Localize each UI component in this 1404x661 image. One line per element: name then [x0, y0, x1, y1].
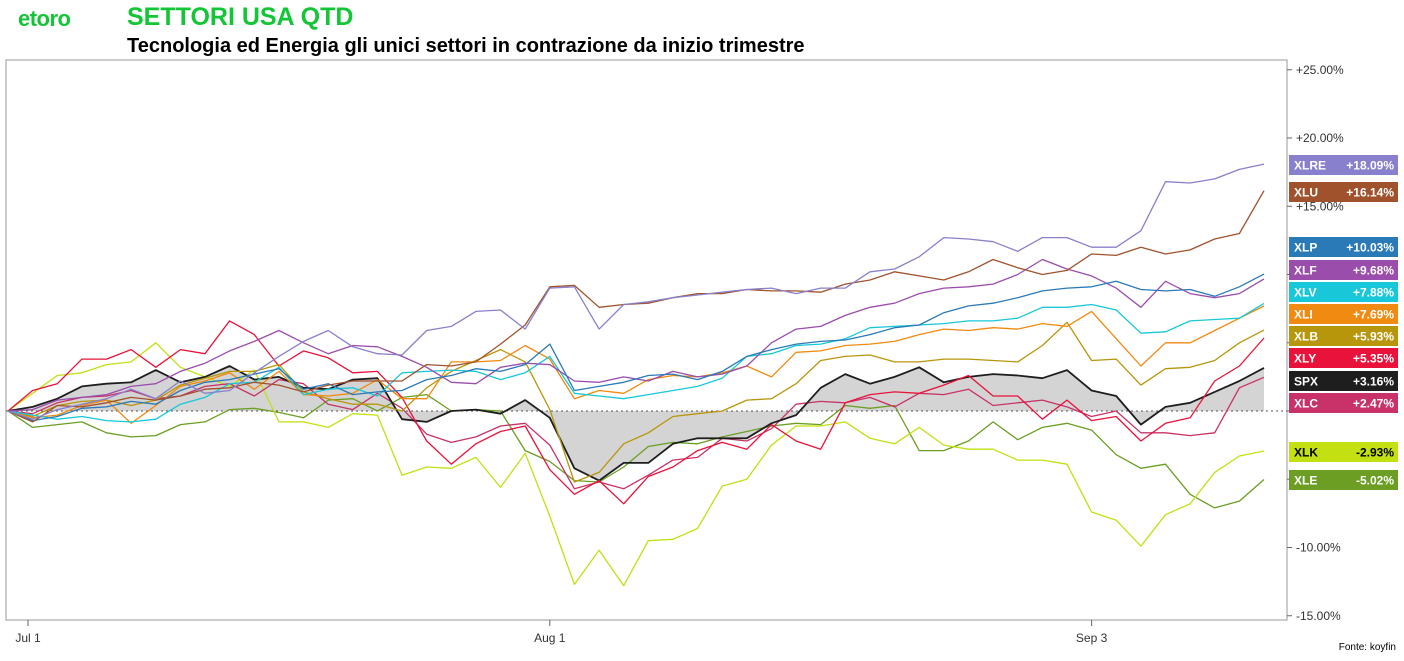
series-line-xlc — [7, 376, 1265, 490]
series-line-xlv — [7, 302, 1265, 423]
value-tag-bg — [1289, 304, 1398, 324]
value-tag-label: +16.14% — [1346, 186, 1394, 200]
series-line-xly — [7, 320, 1265, 505]
value-tag-xli: XLI +7.69% — [1289, 304, 1398, 324]
value-tag-label: +7.88% — [1353, 286, 1394, 300]
series-line-xlre — [7, 163, 1265, 420]
x-tick-label: Aug 1 — [534, 631, 566, 645]
series-line-xle — [7, 393, 1265, 509]
value-tag-name: XLK — [1294, 446, 1318, 460]
series-line-xlk — [7, 342, 1265, 587]
chart-title: SETTORI USA QTD — [127, 3, 354, 31]
value-tag-name: XLE — [1294, 474, 1317, 488]
value-tag-label: -2.93% — [1356, 446, 1394, 460]
value-tag-xle: XLE -5.02% — [1289, 470, 1398, 490]
y-tick-label: -15.00% — [1296, 609, 1341, 623]
value-tag-name: XLP — [1294, 241, 1317, 255]
value-tag-bg — [1289, 182, 1398, 202]
x-tick-label: Jul 1 — [15, 631, 41, 645]
value-tag-xlre: XLRE +18.09% — [1289, 155, 1398, 175]
value-tag-label: +9.68% — [1353, 264, 1394, 278]
y-tick-label: +20.00% — [1296, 131, 1344, 145]
value-tag-name: XLC — [1294, 397, 1318, 411]
value-tag-bg — [1289, 393, 1398, 413]
y-tick-label: +25.00% — [1296, 63, 1344, 77]
value-tag-bg — [1289, 237, 1398, 257]
value-tag-xlk: XLK -2.93% — [1289, 442, 1398, 462]
value-tag-label: +2.47% — [1353, 397, 1394, 411]
value-tag-label: +18.09% — [1346, 159, 1394, 173]
value-tag-xlu: XLU +16.14% — [1289, 182, 1398, 202]
series-line-xlb — [7, 321, 1265, 483]
value-tag-name: XLRE — [1294, 159, 1326, 173]
value-tag-label: +5.93% — [1353, 330, 1394, 344]
value-tag-name: XLF — [1294, 264, 1317, 278]
source-note: Fonte: koyfin — [1338, 642, 1396, 653]
etoro-logo: etoro — [18, 6, 71, 31]
value-tag-bg — [1289, 155, 1398, 175]
value-tag-name: XLV — [1294, 286, 1316, 300]
value-tag-label: +3.16% — [1353, 375, 1394, 389]
value-tag-name: SPX — [1294, 375, 1318, 389]
value-tag-xlv: XLV +7.88% — [1289, 282, 1398, 302]
value-tag-name: XLB — [1294, 330, 1318, 344]
series-line-xli — [7, 305, 1265, 424]
x-tick-label: Sep 3 — [1076, 631, 1108, 645]
value-tag-spx: SPX +3.16% — [1289, 371, 1398, 391]
value-tag-bg — [1289, 442, 1398, 462]
value-tag-xlb: XLB +5.93% — [1289, 326, 1398, 346]
value-tag-bg — [1289, 348, 1398, 368]
value-tag-xlf: XLF +9.68% — [1289, 260, 1398, 280]
value-tag-label: -5.02% — [1356, 474, 1394, 488]
value-tag-label: +5.35% — [1353, 352, 1394, 366]
value-tag-label: +10.03% — [1346, 241, 1394, 255]
series-line-spx — [7, 365, 1265, 482]
value-tag-bg — [1289, 326, 1398, 346]
series-line-xlp — [7, 273, 1265, 422]
value-tag-xly: XLY +5.35% — [1289, 348, 1398, 368]
value-tag-bg — [1289, 371, 1398, 391]
value-tag-bg — [1289, 282, 1398, 302]
value-tag-name: XLY — [1294, 352, 1316, 366]
value-tag-xlc: XLC +2.47% — [1289, 393, 1398, 413]
value-tag-bg — [1289, 470, 1398, 490]
value-tag-xlp: XLP +10.03% — [1289, 237, 1398, 257]
value-tag-name: XLI — [1294, 308, 1313, 322]
y-tick-label: +15.00% — [1296, 199, 1344, 213]
y-tick-label: -10.00% — [1296, 541, 1341, 555]
chart-subtitle: Tecnologia ed Energia gli unici settori … — [127, 35, 805, 57]
value-tag-label: +7.69% — [1353, 308, 1394, 322]
value-tag-name: XLU — [1294, 186, 1318, 200]
plot-area — [5, 59, 1288, 621]
series-line-xlu — [7, 190, 1265, 423]
spx-area-fill — [8, 366, 1264, 481]
value-tag-bg — [1289, 260, 1398, 280]
